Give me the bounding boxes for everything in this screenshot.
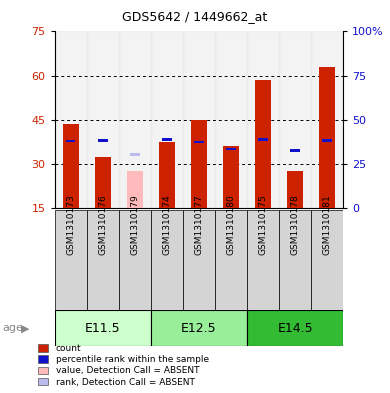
- Text: GSM1310174: GSM1310174: [162, 195, 171, 255]
- Bar: [55, 210, 87, 310]
- Bar: [119, 31, 151, 208]
- Bar: [191, 120, 207, 208]
- Bar: [63, 124, 79, 208]
- Bar: [311, 210, 343, 310]
- Bar: [255, 80, 271, 208]
- Bar: [247, 31, 279, 208]
- Text: E11.5: E11.5: [85, 321, 121, 335]
- Bar: [215, 31, 247, 208]
- Text: GSM1310179: GSM1310179: [130, 195, 139, 255]
- Legend: count, percentile rank within the sample, value, Detection Call = ABSENT, rank, : count, percentile rank within the sample…: [36, 342, 211, 389]
- Bar: [119, 210, 151, 310]
- Text: age: age: [2, 323, 23, 333]
- Bar: [151, 310, 247, 346]
- Bar: [87, 210, 119, 310]
- Bar: [323, 139, 332, 141]
- Bar: [66, 140, 75, 142]
- Text: GSM1310173: GSM1310173: [66, 195, 75, 255]
- Text: E12.5: E12.5: [181, 321, 217, 335]
- Bar: [223, 147, 239, 208]
- Bar: [279, 31, 311, 208]
- Bar: [162, 138, 172, 141]
- Bar: [215, 210, 247, 310]
- Bar: [287, 171, 303, 208]
- Bar: [98, 139, 108, 141]
- Bar: [151, 210, 183, 310]
- Bar: [151, 31, 183, 208]
- Text: GSM1310175: GSM1310175: [259, 195, 268, 255]
- Bar: [159, 142, 175, 208]
- Bar: [319, 67, 335, 208]
- Bar: [258, 138, 268, 141]
- Bar: [194, 141, 204, 143]
- Bar: [279, 210, 311, 310]
- Text: ▶: ▶: [21, 323, 30, 333]
- Text: GSM1310177: GSM1310177: [194, 195, 204, 255]
- Text: GDS5642 / 1449662_at: GDS5642 / 1449662_at: [122, 10, 268, 23]
- Bar: [226, 148, 236, 151]
- Bar: [130, 153, 140, 156]
- Bar: [55, 310, 151, 346]
- Text: GSM1310181: GSM1310181: [323, 195, 332, 255]
- Text: GSM1310176: GSM1310176: [98, 195, 107, 255]
- Bar: [311, 31, 343, 208]
- Text: E14.5: E14.5: [277, 321, 313, 335]
- Bar: [127, 171, 143, 208]
- Bar: [290, 149, 300, 152]
- Bar: [183, 210, 215, 310]
- Bar: [247, 210, 279, 310]
- Text: GSM1310180: GSM1310180: [227, 195, 236, 255]
- Text: GSM1310178: GSM1310178: [291, 195, 300, 255]
- Bar: [183, 31, 215, 208]
- Bar: [95, 157, 111, 208]
- Bar: [247, 310, 343, 346]
- Bar: [55, 31, 87, 208]
- Bar: [87, 31, 119, 208]
